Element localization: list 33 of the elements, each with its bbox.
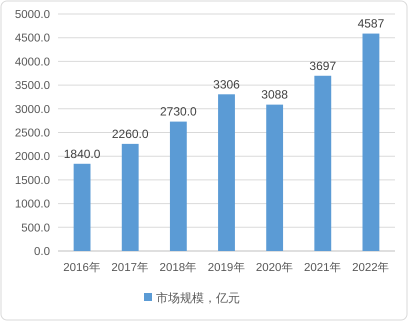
bar: [266, 104, 284, 251]
y-tick-label: 3000.0: [14, 104, 50, 116]
x-tick-label: 2018年: [160, 261, 198, 274]
y-tick-label: 4000.0: [14, 56, 50, 68]
bar: [218, 94, 235, 251]
y-tick-label: 1500.0: [14, 174, 50, 187]
bar: [170, 122, 187, 251]
legend-label: 市场规模，亿元: [156, 291, 240, 305]
data-label: 3306: [213, 77, 240, 92]
x-tick-label: 2021年: [304, 261, 342, 274]
data-label: 4587: [358, 16, 385, 31]
bar: [362, 34, 380, 251]
x-tick-label: 2019年: [208, 261, 246, 274]
data-label: 2260.0: [112, 126, 149, 141]
bar: [74, 164, 90, 251]
y-tick-label: 500.0: [21, 222, 50, 234]
y-tick-label: 1000.0: [14, 198, 50, 211]
data-label: 2730.0: [160, 104, 198, 119]
x-tick-label: 2016年: [63, 261, 101, 274]
y-tick-label: 3500.0: [14, 80, 50, 92]
y-tick-label: 0.0: [34, 246, 50, 258]
y-tick-label: 2500.0: [14, 128, 50, 140]
x-tick-label: 2020年: [256, 261, 294, 274]
y-tick-label: 5000.0: [14, 9, 50, 21]
data-label: 3697: [309, 58, 336, 73]
data-label: 3088: [261, 88, 288, 102]
x-tick-label: 2022年: [352, 261, 390, 274]
data-label: 1840.0: [64, 146, 101, 161]
bar: [122, 144, 139, 251]
y-tick-label: 4500.0: [14, 32, 50, 45]
bar: [314, 76, 332, 251]
y-tick-label: 2000.0: [14, 151, 50, 164]
x-tick-label: 2017年: [111, 261, 150, 274]
